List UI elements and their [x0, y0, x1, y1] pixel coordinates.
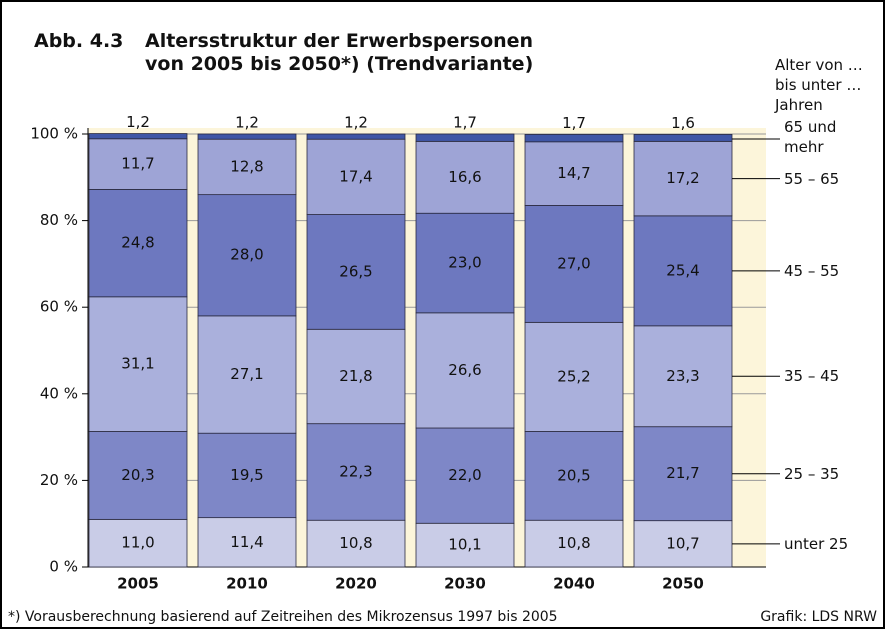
value-label: 11,4: [230, 533, 263, 551]
footnote: *) Vorausberechnung basierend auf Zeitre…: [8, 609, 558, 625]
bar-segment: [524, 205, 624, 323]
value-label: 25,2: [557, 367, 590, 385]
bar-segment: [633, 520, 733, 568]
bar-segment: [197, 133, 297, 140]
value-label: 24,8: [121, 234, 154, 252]
bar-segment: [197, 194, 297, 317]
legend-title: Alter von … bis unter … Jahren: [775, 56, 863, 114]
legend-label: unter 25: [784, 534, 849, 553]
value-label: 10,7: [666, 534, 699, 552]
y-tick-label: 20 %: [40, 471, 78, 489]
bar-segment: [415, 140, 515, 214]
value-label: 1,7: [453, 114, 477, 132]
value-label: 1,6: [671, 114, 695, 132]
value-label: 21,7: [666, 464, 699, 482]
value-label: 14,7: [557, 164, 590, 182]
bar-segment: [88, 133, 188, 140]
y-tick-label: 100 %: [30, 125, 78, 143]
value-label: 10,8: [557, 534, 590, 552]
value-label: 27,0: [557, 254, 590, 272]
bar-segment: [633, 325, 733, 428]
y-tick-label: 40 %: [40, 384, 78, 402]
bar-segment: [88, 138, 188, 190]
value-label: 1,7: [562, 114, 586, 132]
value-label: 10,1: [448, 536, 481, 554]
value-label: 31,1: [121, 355, 154, 373]
value-label: 23,0: [448, 254, 481, 272]
value-label: 12,8: [230, 157, 263, 175]
legend-label: 25 – 35: [784, 464, 840, 483]
figure-label: Abb. 4.3: [34, 30, 124, 52]
value-label: 26,6: [448, 361, 481, 379]
bar-segment: [415, 522, 515, 568]
bar-segment: [88, 431, 188, 520]
bar-segment: [306, 423, 406, 521]
bar-segment: [197, 432, 297, 519]
value-label: 17,2: [666, 169, 699, 187]
value-label: 27,1: [230, 365, 263, 383]
value-label: 1,2: [235, 114, 259, 132]
bar-segment: [306, 519, 406, 568]
value-label: 20,5: [557, 466, 590, 484]
y-tick-label: 60 %: [40, 298, 78, 316]
value-label: 17,4: [339, 167, 372, 185]
bar-segment: [88, 189, 188, 298]
bar-segment: [415, 427, 515, 524]
value-label: 22,0: [448, 466, 481, 484]
bar-segment: [88, 296, 188, 432]
bar-segment: [415, 212, 515, 314]
bar-segment: [415, 133, 515, 142]
value-label: 10,8: [339, 534, 372, 552]
chart-title: Altersstruktur der Erwerbspersonen von 2…: [145, 30, 534, 75]
y-tick-label: 0 %: [49, 558, 78, 576]
value-label: 1,2: [126, 113, 150, 131]
value-label: 22,3: [339, 462, 372, 480]
x-tick-label: 2050: [662, 575, 704, 593]
value-label: 11,7: [121, 155, 154, 173]
bar-segment: [197, 517, 297, 568]
bar-segment: [633, 215, 733, 327]
legend-label: 45 – 55: [784, 261, 840, 280]
y-tick-label: 80 %: [40, 211, 78, 229]
x-tick-label: 2040: [553, 575, 595, 593]
bar-segment: [415, 312, 515, 429]
bar-segment: [306, 133, 406, 140]
bar-segment: [524, 519, 624, 568]
legend-label: 35 – 45: [784, 367, 840, 386]
bar-segment: [633, 426, 733, 522]
value-label: 16,6: [448, 168, 481, 186]
value-label: 26,5: [339, 262, 372, 280]
value-label: 28,0: [230, 246, 263, 264]
bar-segment: [524, 134, 624, 143]
source: Grafik: LDS NRW: [760, 609, 877, 625]
x-tick-label: 2030: [444, 575, 486, 593]
bar-segment: [633, 134, 733, 142]
bar-segment: [88, 518, 188, 568]
x-tick-label: 2005: [117, 575, 159, 593]
bar-segment: [197, 315, 297, 434]
x-tick-label: 2020: [335, 575, 377, 593]
value-label: 23,3: [666, 367, 699, 385]
legend-label: 55 – 65: [784, 169, 840, 188]
bar-segment: [306, 328, 406, 425]
value-label: 11,0: [121, 534, 154, 552]
bar-segment: [306, 138, 406, 215]
value-label: 1,2: [344, 114, 368, 132]
bar-segment: [524, 141, 624, 206]
bar-segment: [306, 214, 406, 330]
value-label: 25,4: [666, 261, 699, 279]
bar-segment: [524, 321, 624, 432]
x-tick-label: 2010: [226, 575, 268, 593]
legend-label: 65 und mehr: [784, 118, 837, 156]
value-label: 21,8: [339, 367, 372, 385]
value-label: 20,3: [121, 466, 154, 484]
value-label: 19,5: [230, 466, 263, 484]
